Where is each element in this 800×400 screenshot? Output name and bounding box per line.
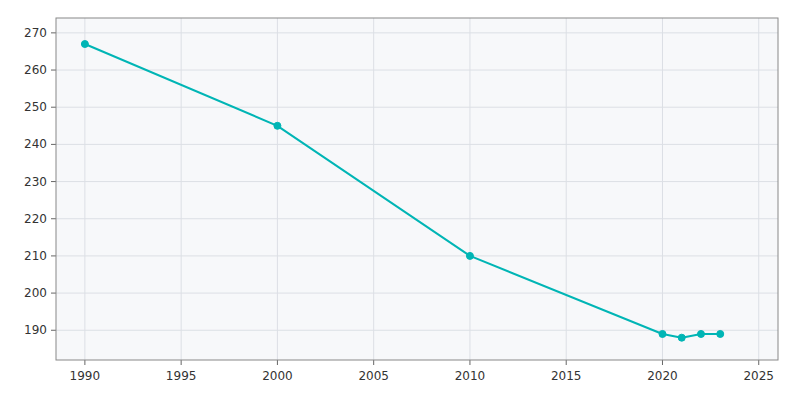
x-tick <box>469 360 470 365</box>
y-tick-label: 240 <box>24 137 47 151</box>
x-tick <box>566 360 567 365</box>
line <box>85 44 720 338</box>
x-grid-line <box>84 18 85 360</box>
axes: 1990 1995 2000 2005 2010 2015 2020 2025 190 200 21… <box>24 18 778 383</box>
y-grid-line <box>56 330 778 331</box>
point <box>659 330 666 337</box>
x-grid-line <box>181 18 182 360</box>
y-tick-label: 260 <box>24 63 47 77</box>
point <box>81 41 88 48</box>
y-tick <box>51 70 56 71</box>
y-tick-label: 230 <box>24 175 47 189</box>
x-tick-label: 2020 <box>647 369 678 383</box>
x-tick <box>758 360 759 365</box>
y-tick-label: 200 <box>24 286 47 300</box>
data-layer <box>81 41 723 342</box>
x-tick <box>373 360 374 365</box>
point <box>717 330 724 337</box>
chart: 1990 1995 2000 2005 2010 2015 2020 2025 190 200 21… <box>0 0 800 400</box>
y-tick <box>51 330 56 331</box>
y-grid-line <box>56 144 778 145</box>
x-tick <box>84 360 85 365</box>
x-tick-label: 2010 <box>455 369 486 383</box>
point <box>466 252 473 259</box>
x-tick-label: 2005 <box>358 369 389 383</box>
y-grid-line <box>56 293 778 294</box>
y-tick <box>51 144 56 145</box>
x-grid-line <box>469 18 470 360</box>
y-grid-line <box>56 32 778 33</box>
x-grid-line <box>566 18 567 360</box>
point <box>697 330 704 337</box>
x-tick-label: 2015 <box>551 369 582 383</box>
x-tick-label: 2000 <box>262 369 293 383</box>
y-tick-label: 250 <box>24 100 47 114</box>
y-grid-line <box>56 181 778 182</box>
y-grid-line <box>56 70 778 71</box>
plot-frame <box>56 18 778 360</box>
y-tick-label: 220 <box>24 212 47 226</box>
y-tick <box>51 107 56 108</box>
point <box>274 122 281 129</box>
x-tick <box>181 360 182 365</box>
chart-container: 1990 1995 2000 2005 2010 2015 2020 2025 190 200 21… <box>0 0 800 400</box>
x-grid-line <box>758 18 759 360</box>
y-tick <box>51 255 56 256</box>
y-tick-label: 210 <box>24 249 47 263</box>
x-tick-label: 1990 <box>70 369 101 383</box>
y-tick <box>51 293 56 294</box>
x-tick <box>662 360 663 365</box>
x-grid-line <box>277 18 278 360</box>
y-tick <box>51 218 56 219</box>
plot-background <box>56 18 778 360</box>
point <box>678 334 685 341</box>
x-grid-line <box>373 18 374 360</box>
x-tick-label: 1995 <box>166 369 197 383</box>
x-tick <box>277 360 278 365</box>
grid <box>56 18 778 360</box>
x-tick-label: 2025 <box>743 369 774 383</box>
y-tick-label: 270 <box>24 26 47 40</box>
y-tick-label: 190 <box>24 323 47 337</box>
x-grid-line <box>662 18 663 360</box>
y-grid-line <box>56 107 778 108</box>
y-tick <box>51 181 56 182</box>
y-grid-line <box>56 255 778 256</box>
y-tick <box>51 32 56 33</box>
